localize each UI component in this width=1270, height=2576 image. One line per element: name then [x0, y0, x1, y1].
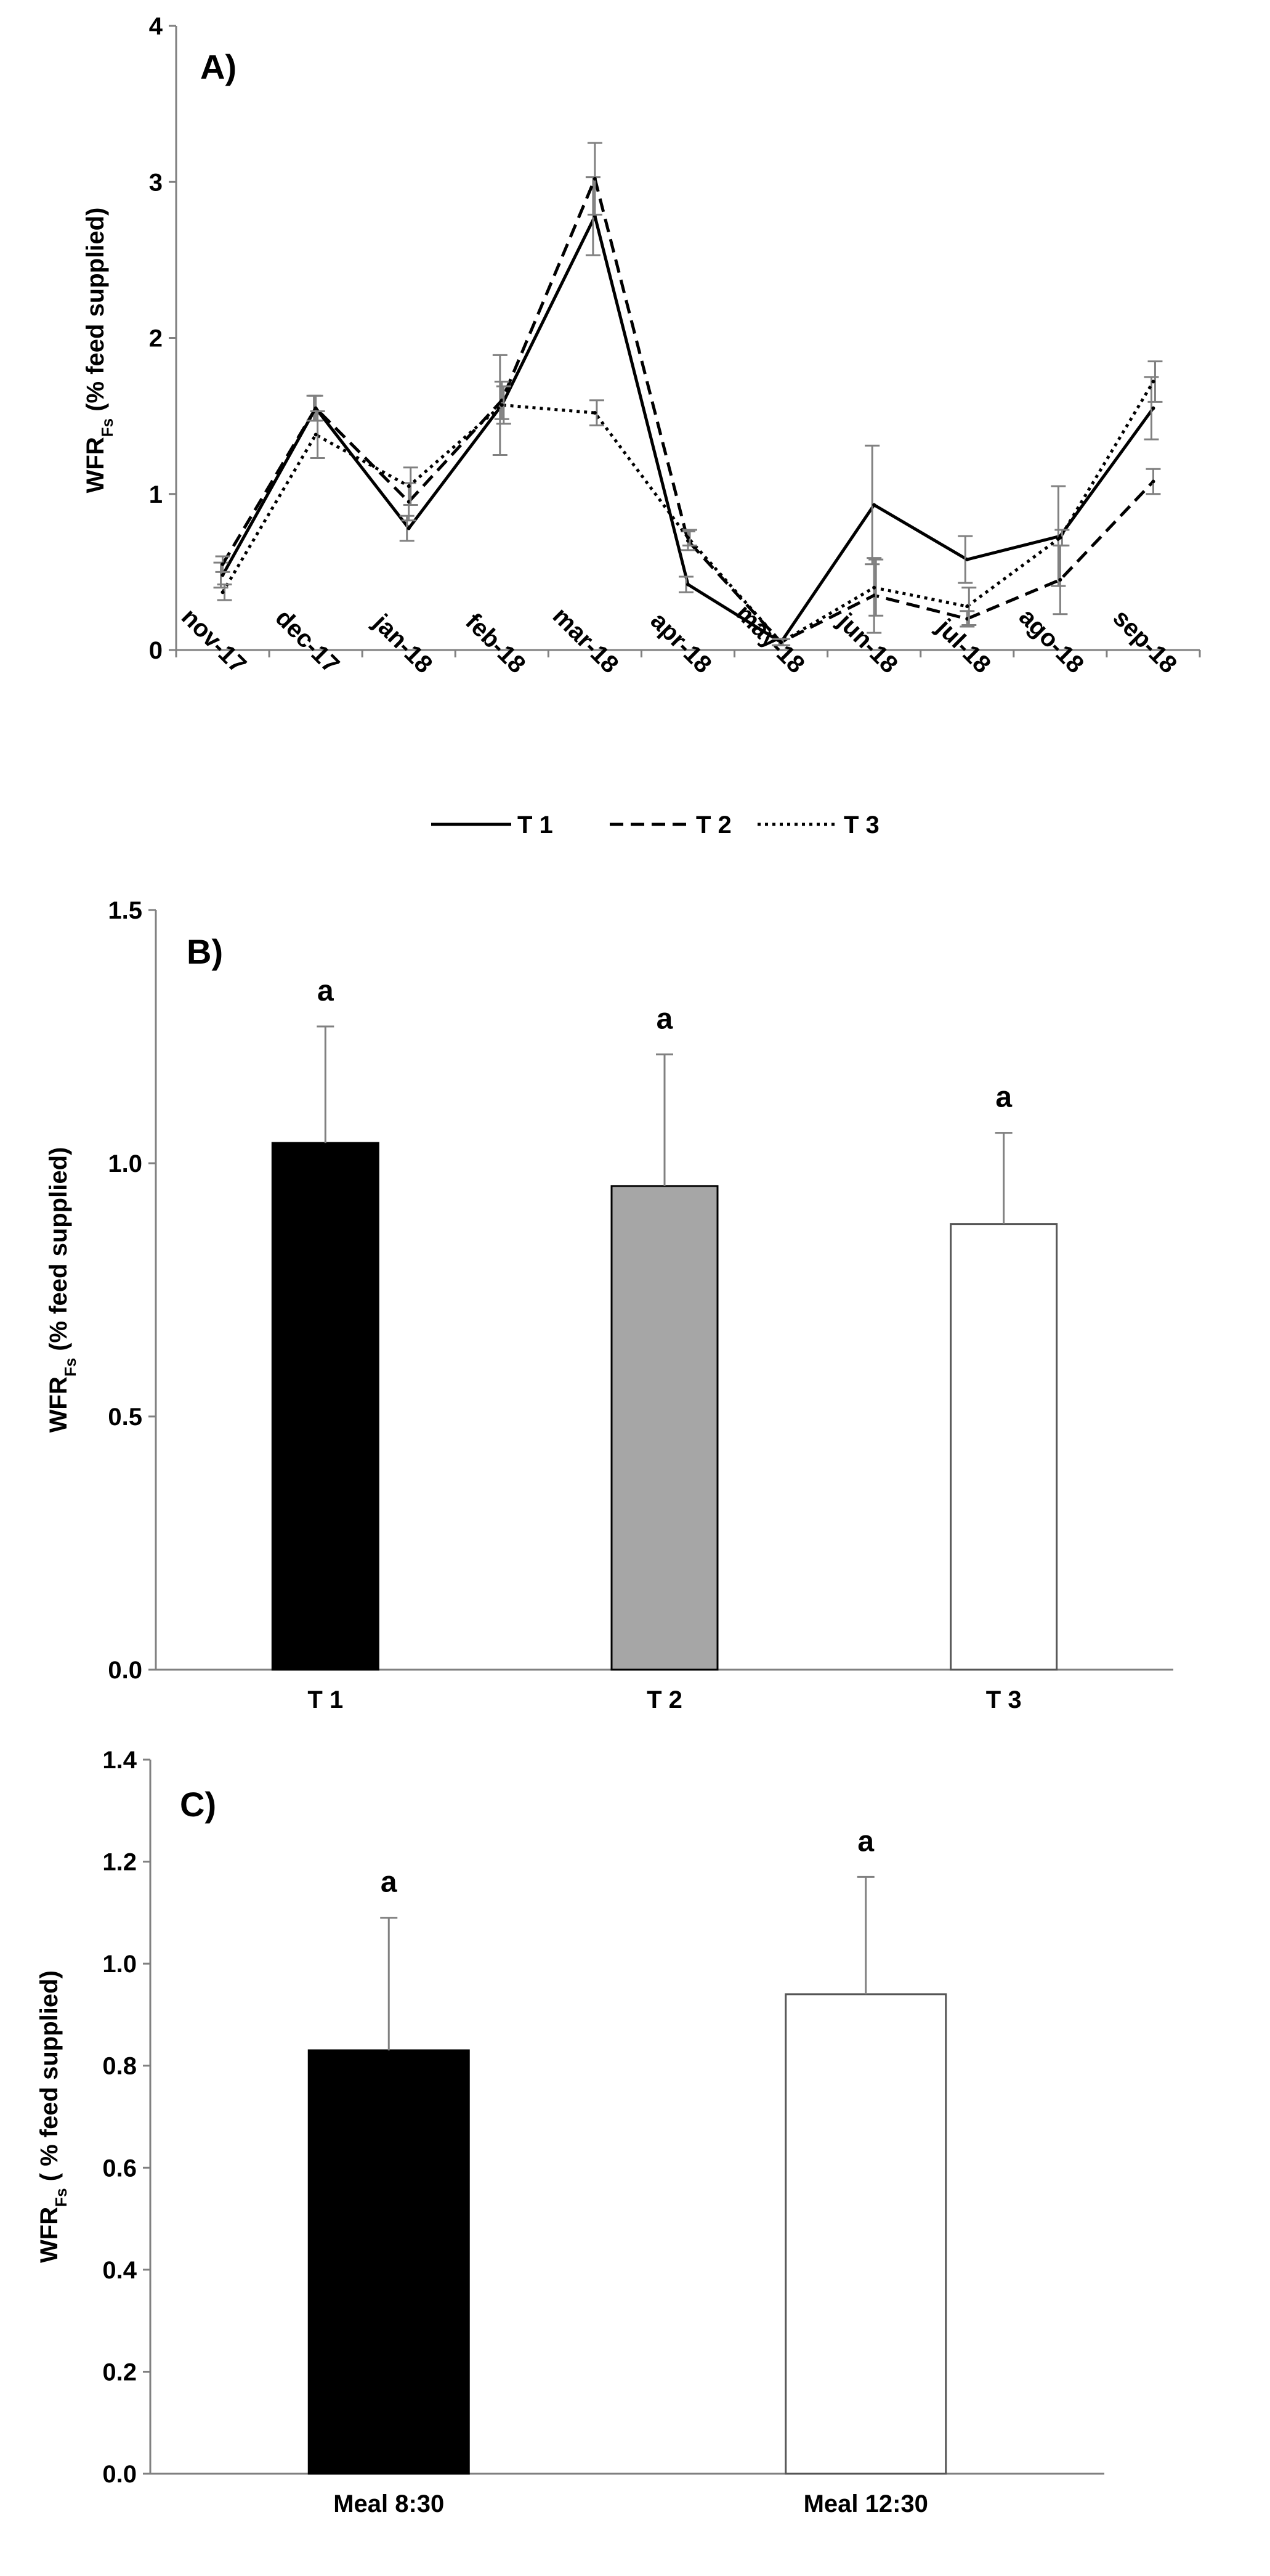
data-point	[220, 562, 225, 566]
data-point	[779, 640, 783, 644]
panel-b-significance-label: a	[995, 1081, 1012, 1114]
data-point	[1058, 535, 1062, 540]
series-line-t1	[221, 214, 1155, 644]
data-point	[1151, 406, 1155, 410]
panel-b-significance-label: a	[317, 975, 334, 1007]
panel-a-x-tick-label: mar-18	[548, 602, 624, 678]
data-point	[686, 535, 690, 540]
data-point	[872, 503, 876, 507]
panel-a-label: A)	[200, 47, 237, 86]
panel-a-x-tick-label: feb-18	[460, 608, 530, 678]
data-point	[313, 433, 318, 437]
data-point	[686, 582, 690, 587]
data-point	[1151, 479, 1155, 484]
data-point	[406, 484, 411, 489]
panel-b-label: B)	[187, 932, 223, 971]
panel-c-y-tick-label: 0.4	[102, 2257, 137, 2284]
legend-label: T 2	[696, 811, 732, 839]
panel-c-label: C)	[180, 1785, 216, 1824]
panel-a-x-tick-label: dec-17	[270, 604, 345, 679]
data-point	[593, 411, 597, 415]
panel-a-x-tick-label: sep-18	[1107, 604, 1182, 679]
panel-b-y-tick-label: 0.0	[108, 1657, 142, 1684]
panel-c-y-tick-label: 1.2	[102, 1849, 137, 1876]
data-point	[220, 590, 225, 595]
panel-b-y-tick-label: 0.5	[108, 1404, 142, 1431]
data-point	[593, 177, 597, 181]
panel-a-x-tick-label: jul-18	[931, 614, 996, 679]
panel-a-x-tick-label: ago-18	[1014, 603, 1089, 678]
panel-b-y-axis-label: WFRFs (% feed supplied)	[45, 1147, 79, 1433]
panel-b-bar-chart: 0.0 0.5 1.0 1.5 a T 1 a T 2 a T 3 B) WFRFs (% feed …	[45, 897, 1173, 1713]
panel-a-y-tick-label: 0	[149, 637, 163, 664]
panel-a-line-chart: 0 1 2 3 4 nov-17 dec-17 jan-18 feb-18 mar-18 apr-1…	[82, 13, 1201, 839]
panel-c-y-axis-label: WFRFs ( % feed supplied)	[36, 1970, 70, 2263]
panel-c-y-tick-label: 1.0	[102, 1951, 137, 1978]
panel-b-x-tick-label: T 1	[307, 1686, 343, 1713]
panel-b-significance-label: a	[657, 1002, 673, 1035]
panel-a-x-tick-label: apr-18	[645, 607, 717, 678]
panel-c-x-tick-label: Meal 12:30	[804, 2490, 928, 2517]
panel-a-x-tick-label: jun-18	[832, 607, 903, 678]
data-point	[406, 526, 411, 530]
panel-b-bar	[271, 1142, 379, 1671]
panel-c-y-tick-label: 0.2	[102, 2359, 137, 2386]
panel-b-bar	[610, 1185, 719, 1671]
data-point	[965, 604, 969, 609]
panel-a-x-tick-label: jan-18	[368, 609, 438, 679]
panel-a-y-tick-label: 3	[149, 169, 163, 196]
data-point	[1151, 380, 1155, 384]
panel-b-x-tick-label: T 2	[647, 1686, 682, 1713]
panel-c-bar	[307, 2049, 470, 2475]
series-line-t2	[221, 177, 1155, 644]
data-point	[220, 573, 225, 577]
data-point	[500, 403, 504, 407]
series-line-t3	[221, 381, 1155, 644]
panel-a-y-tick-label: 4	[149, 13, 163, 40]
panel-a-x-tick-label: may-18	[730, 599, 810, 679]
panel-c-bar	[785, 1993, 947, 2475]
data-point	[872, 585, 876, 590]
panel-c-bar-chart: 0.0 0.2 0.4 0.6 0.8 1.0 1.2 1.4 a Meal 8:30 a Meal …	[36, 1747, 1104, 2517]
panel-c-x-tick-label: Meal 8:30	[333, 2490, 444, 2517]
panel-c-y-tick-label: 0.6	[102, 2155, 137, 2182]
panel-c-y-tick-label: 1.4	[102, 1747, 137, 1774]
panel-a-y-axis-label: WFRFs (% feed supplied)	[82, 208, 116, 494]
panel-c-y-tick-label: 0.8	[102, 2053, 137, 2080]
panel-c-significance-label: a	[857, 1825, 874, 1858]
panel-c-significance-label: a	[381, 1866, 397, 1899]
legend-label: T 1	[517, 811, 553, 839]
panel-a-y-tick-label: 1	[149, 481, 163, 508]
legend-label: T 3	[844, 811, 880, 839]
data-point	[313, 406, 318, 410]
panel-a-y-tick-label: 2	[149, 325, 163, 352]
panel-b-bar	[950, 1223, 1058, 1671]
data-point	[965, 558, 969, 562]
panel-a-x-tick-label: nov-17	[176, 603, 251, 678]
data-point	[1058, 578, 1062, 582]
panel-b-x-tick-label: T 3	[986, 1686, 1022, 1713]
panel-c-y-tick-label: 0.0	[102, 2461, 137, 2488]
panel-b-y-tick-label: 1.0	[108, 1150, 142, 1177]
panel-b-y-tick-label: 1.5	[108, 897, 142, 924]
